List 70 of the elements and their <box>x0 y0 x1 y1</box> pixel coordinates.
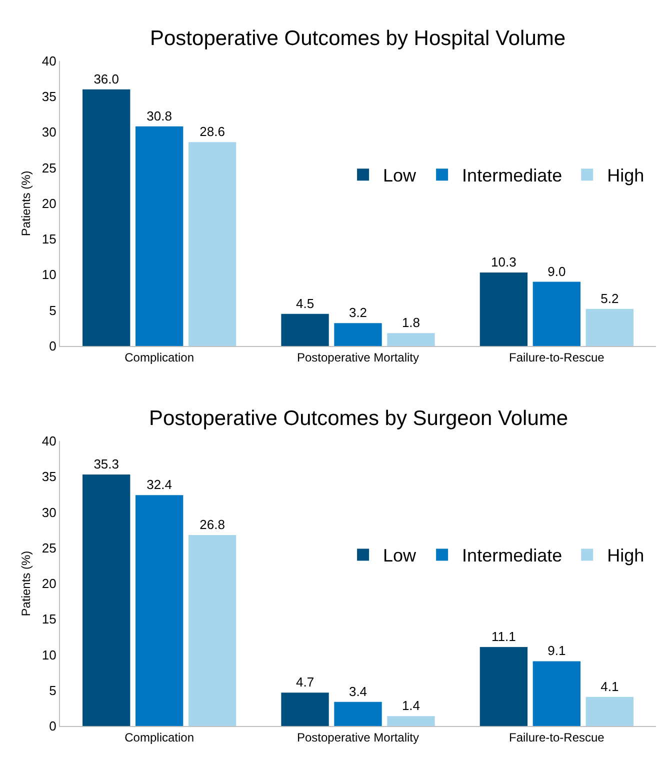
y-tick-label: 40 <box>42 53 56 68</box>
data-label: 11.1 <box>492 628 516 644</box>
legend-label: Intermediate <box>462 166 562 186</box>
y-tick-label: 20 <box>42 196 56 211</box>
y-tick-label: 10 <box>42 647 56 662</box>
bar <box>586 308 634 346</box>
bar <box>135 495 184 726</box>
bar <box>480 272 528 346</box>
legend-label: Intermediate <box>462 546 562 566</box>
bar <box>387 716 435 726</box>
bar <box>334 702 382 726</box>
y-tick-label: 30 <box>42 124 56 140</box>
y-tick-label: 15 <box>42 612 56 627</box>
y-axis-title: Patients (%) <box>19 170 34 236</box>
y-tick-label: 25 <box>42 160 56 176</box>
y-tick-label: 20 <box>42 576 56 592</box>
bar <box>188 535 236 726</box>
bar <box>82 474 130 726</box>
bar <box>532 282 581 346</box>
data-label: 1.4 <box>402 698 420 714</box>
data-label: 10.3 <box>491 254 516 270</box>
data-label: 32.4 <box>146 477 172 492</box>
bar <box>281 314 329 346</box>
data-label: 30.8 <box>146 108 172 124</box>
y-tick-label: 25 <box>42 540 56 556</box>
y-tick-label: 0 <box>49 338 56 354</box>
bar <box>532 661 581 726</box>
legend-label: Low <box>383 166 418 186</box>
data-label: 3.4 <box>348 684 368 699</box>
chart-title: Postoperative Outcomes by Hospital Volume <box>150 27 566 50</box>
x-tick-label: Postoperative Mortality <box>296 730 420 744</box>
x-tick-label: Failure-to-Rescue <box>508 350 605 364</box>
y-tick-label: 10 <box>42 267 56 282</box>
data-label: 4.5 <box>296 296 314 311</box>
data-label: 1.8 <box>402 315 420 330</box>
y-tick-label: 5 <box>49 302 56 318</box>
y-axis-title: Patients (%) <box>19 550 34 616</box>
legend-label: Low <box>383 546 418 566</box>
bar <box>480 646 528 726</box>
x-tick-label: Postoperative Mortality <box>296 350 420 364</box>
bar <box>281 692 329 726</box>
bar <box>334 323 382 346</box>
y-tick-label: 30 <box>42 504 56 520</box>
data-label: 4.7 <box>296 674 314 690</box>
legend-label: High <box>607 546 644 566</box>
y-tick-label: 40 <box>42 434 56 449</box>
data-label: 3.2 <box>348 305 368 320</box>
bar <box>586 696 634 726</box>
legend-label: High <box>607 166 644 186</box>
y-tick-label: 5 <box>49 682 56 698</box>
x-tick-label: Failure-to-Rescue <box>508 730 605 744</box>
x-tick-label: Complication <box>124 350 194 364</box>
data-label: 5.2 <box>600 290 619 306</box>
data-label: 28.6 <box>200 124 225 140</box>
data-label: 9.0 <box>548 264 566 279</box>
y-tick-label: 35 <box>42 89 56 104</box>
y-tick-label: 15 <box>42 232 56 247</box>
data-label: 36.0 <box>94 71 120 86</box>
bar <box>387 333 435 346</box>
chart-title: Postoperative Outcomes by Surgeon Volume <box>149 407 568 430</box>
y-tick-label: 0 <box>49 718 56 734</box>
y-tick-label: 35 <box>42 469 56 484</box>
bar <box>135 126 184 346</box>
bar <box>188 142 236 346</box>
data-label: 9.1 <box>548 643 566 658</box>
bar <box>82 89 130 346</box>
data-label: 35.3 <box>94 456 120 472</box>
data-label: 4.1 <box>600 678 619 694</box>
x-tick-label: Complication <box>124 730 194 744</box>
data-label: 26.8 <box>200 517 225 532</box>
